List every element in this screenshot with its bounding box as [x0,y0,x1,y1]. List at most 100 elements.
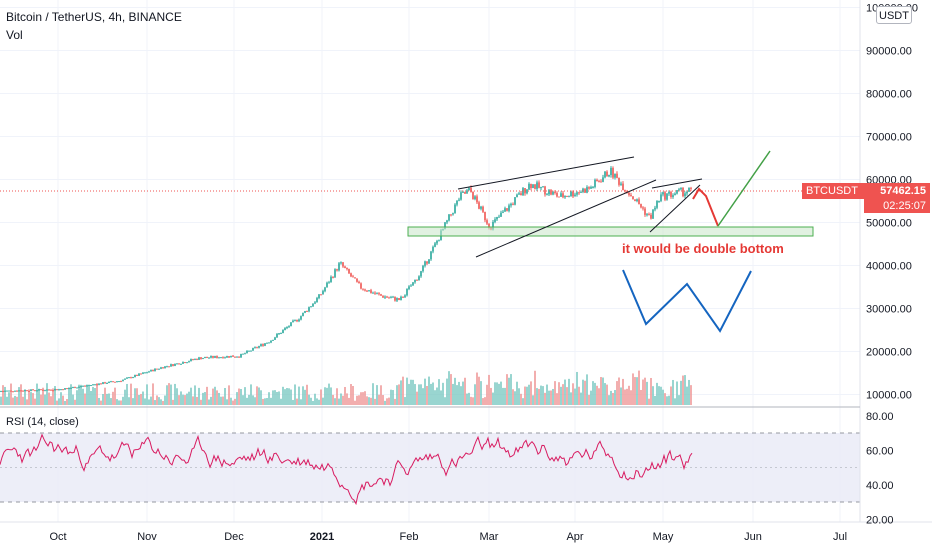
volume-bar [80,384,82,405]
candle-body [538,182,540,188]
candle-body [130,377,132,379]
volume-bar [440,390,442,405]
volume-bar [516,381,518,405]
candle-body [168,366,170,368]
volume-bar [518,388,520,405]
candle-body [514,197,516,205]
volume-bar [548,390,550,405]
volume-bar [328,383,330,405]
volume-bar [166,385,168,405]
candle-body [474,196,476,200]
volume-bar [270,397,272,405]
volume-bar [22,396,24,405]
volume-bars [0,370,692,405]
candle-body [6,390,8,392]
symbol-title[interactable]: Bitcoin / TetherUS, 4h, BINANCE [6,10,182,24]
candle-body [604,171,606,178]
volume-bar [646,381,648,405]
candle-body [60,389,62,391]
volume-bar [142,391,144,405]
rsi-indicator-label[interactable]: RSI (14, close) [6,416,79,428]
candle-body [122,379,124,382]
candle-body [398,298,400,301]
volume-bar [414,384,416,405]
rsi-pane [0,432,860,506]
small-wedge-lower-trendline [649,184,701,233]
candle-body [466,190,468,194]
volume-bar [304,389,306,405]
candle-body [186,362,188,364]
candle-body [26,390,28,392]
candle-body [40,389,42,391]
candle-body [52,390,54,392]
candle-body [14,390,16,392]
price-tick-label: 40000.00 [866,261,912,273]
currency-button[interactable]: USDT [876,6,912,24]
candle-body [296,319,298,322]
volume-bar [680,380,682,405]
candle-body [224,357,226,359]
candle-body [16,390,18,392]
volume-bar [164,395,166,405]
volume-indicator-label[interactable]: Vol [6,28,23,42]
candle-body [536,182,538,189]
volume-bar [424,378,426,405]
volume-bar [416,391,418,405]
candle-body [12,391,14,393]
volume-bar [42,387,44,405]
rsi-tick-label: 40.00 [866,480,894,492]
time-tick-label: Apr [566,531,583,543]
candle-body [430,251,432,260]
volume-bar [160,399,162,405]
candle-body [582,188,584,192]
volume-bar [198,387,200,405]
candle-body [118,381,120,383]
volume-bar [650,377,652,405]
drawings[interactable] [0,150,814,333]
volume-bar [8,392,10,405]
candle-body [342,262,344,267]
candle-body [382,295,384,298]
volume-bar [314,393,316,405]
candle-body [482,206,484,212]
volume-bar [532,395,534,405]
candle-body [426,261,428,264]
volume-bar [84,393,86,405]
volume-bar [16,396,18,405]
candle-body [548,190,550,195]
candle-body [500,212,502,217]
candle-body [686,191,688,194]
candle-body [626,191,628,193]
candle-body [508,205,510,211]
projection-down-path [692,187,719,227]
price-tick-label: 30000.00 [866,304,912,316]
time-tick-label: 2021 [310,531,334,543]
candle-body [600,181,602,183]
candle-body [654,207,656,210]
volume-bar [638,370,640,405]
candle-body [210,356,212,358]
candle-body [258,346,260,348]
double-bottom-note[interactable]: it would be double bottom [622,241,784,256]
volume-bar [132,398,134,405]
volume-bar [146,384,148,405]
candle-body [150,369,152,372]
volume-bar [114,387,116,405]
candle-body [316,298,318,303]
candle-body [238,356,240,358]
volume-bar [374,398,376,405]
candle-body [516,194,518,198]
candle-body [206,357,208,359]
candle-body [262,344,264,346]
candle-body [450,214,452,216]
candle-body [128,377,130,379]
volume-bar [362,392,364,405]
candle-body [320,294,322,296]
volume-bar [56,400,58,405]
volume-bar [210,396,212,405]
candle-body [266,342,268,344]
candle-body [42,389,44,391]
candle-body [144,372,146,374]
volume-bar [494,382,496,405]
